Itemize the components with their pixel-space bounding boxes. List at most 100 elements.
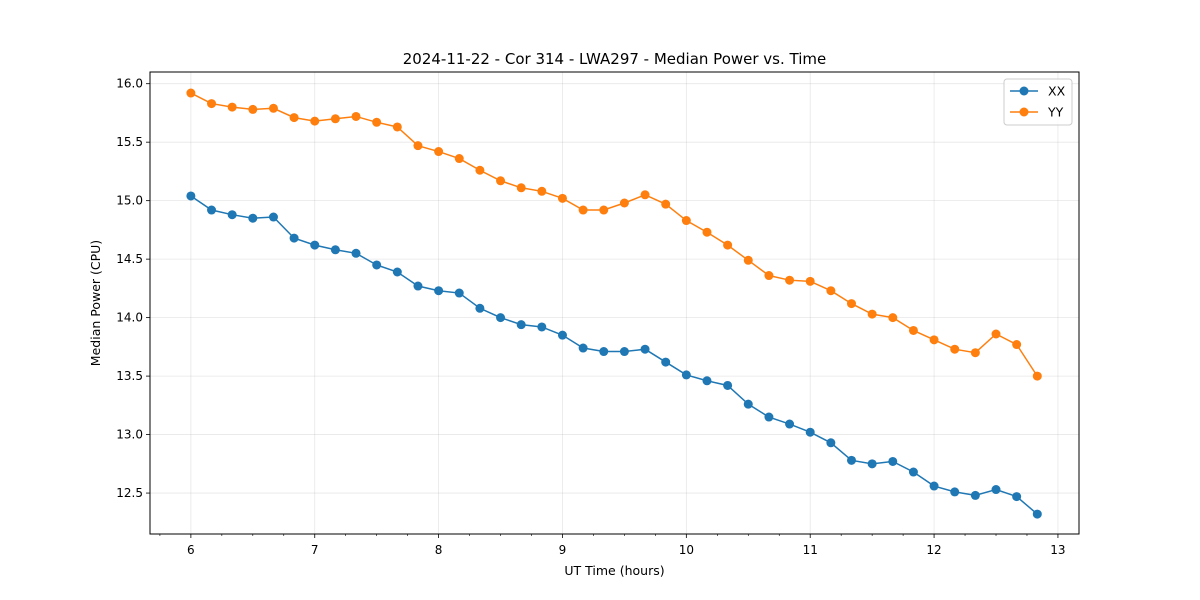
data-point-xx — [743, 399, 753, 409]
data-point-yy — [392, 122, 402, 132]
x-axis-label: UT Time (hours) — [564, 563, 664, 578]
data-point-yy — [475, 165, 485, 175]
data-point-xx — [723, 380, 733, 390]
x-tick-label: 8 — [435, 543, 443, 557]
data-point-yy — [929, 335, 939, 345]
data-point-yy — [764, 271, 774, 281]
y-tick-label: 15.0 — [116, 194, 143, 208]
data-point-xx — [413, 281, 423, 291]
data-point-yy — [310, 116, 320, 126]
data-point-xx — [970, 490, 980, 500]
data-point-xx — [1012, 492, 1022, 502]
data-point-yy — [619, 198, 629, 208]
data-point-yy — [681, 216, 691, 226]
y-tick-label: 13.5 — [116, 369, 143, 383]
data-point-xx — [991, 485, 1001, 495]
legend-marker-yy — [1019, 107, 1029, 117]
y-tick-label: 16.0 — [116, 77, 143, 91]
data-point-yy — [702, 227, 712, 237]
data-point-xx — [619, 347, 629, 357]
data-point-yy — [805, 276, 815, 286]
legend-marker-xx — [1019, 86, 1029, 96]
data-point-xx — [826, 438, 836, 448]
data-point-xx — [289, 233, 299, 243]
data-point-yy — [537, 186, 547, 196]
data-point-yy — [1012, 340, 1022, 350]
data-point-xx — [227, 210, 237, 220]
y-tick-label: 12.5 — [116, 486, 143, 500]
data-point-xx — [392, 267, 402, 277]
data-point-yy — [330, 114, 340, 124]
data-point-xx — [888, 456, 898, 466]
y-tick-label: 14.5 — [116, 252, 143, 266]
data-point-xx — [310, 240, 320, 250]
data-point-xx — [846, 455, 856, 465]
data-point-yy — [661, 199, 671, 209]
data-point-xx — [351, 248, 361, 258]
chart-title: 2024-11-22 - Cor 314 - LWA297 - Median P… — [403, 50, 827, 68]
data-point-yy — [351, 111, 361, 121]
data-point-xx — [661, 357, 671, 367]
data-point-xx — [454, 288, 464, 298]
data-point-yy — [908, 325, 918, 335]
data-point-yy — [578, 205, 588, 215]
data-point-yy — [846, 299, 856, 309]
data-point-xx — [372, 260, 382, 270]
data-point-xx — [516, 320, 526, 330]
data-point-xx — [908, 467, 918, 477]
data-point-yy — [599, 205, 609, 215]
data-point-yy — [785, 275, 795, 285]
data-point-xx — [248, 213, 258, 223]
data-point-yy — [496, 176, 506, 186]
data-point-yy — [413, 141, 423, 151]
data-point-xx — [929, 481, 939, 491]
data-point-yy — [207, 99, 217, 109]
data-point-xx — [1032, 509, 1042, 519]
data-point-yy — [454, 154, 464, 164]
data-point-xx — [537, 322, 547, 332]
y-axis-ticks: 12.5 13.0 13.5 14.0 14.5 15.0 15.5 16.0 — [116, 77, 150, 500]
data-point-xx — [785, 419, 795, 429]
data-point-xx — [867, 459, 877, 469]
data-point-xx — [681, 370, 691, 380]
x-axis-ticks: 6 7 8 9 10 11 12 13 — [159, 534, 1066, 557]
data-point-yy — [516, 183, 526, 193]
data-point-xx — [207, 205, 217, 215]
x-tick-label: 6 — [187, 543, 195, 557]
legend-label-xx: XX — [1048, 84, 1066, 99]
data-point-xx — [805, 427, 815, 437]
y-tick-label: 13.0 — [116, 428, 143, 442]
data-point-xx — [330, 245, 340, 255]
data-point-yy — [557, 193, 567, 203]
legend: XX YY — [1003, 78, 1073, 126]
data-point-xx — [496, 313, 506, 323]
data-point-yy — [888, 313, 898, 323]
data-point-yy — [991, 329, 1001, 339]
data-point-yy — [826, 286, 836, 296]
data-point-yy — [1032, 371, 1042, 381]
plot-frame — [149, 71, 1080, 535]
data-point-yy — [268, 103, 278, 113]
data-point-yy — [743, 255, 753, 265]
y-tick-label: 14.0 — [116, 311, 143, 325]
y-axis-label: Median Power (CPU) — [88, 240, 103, 366]
x-tick-label: 9 — [559, 543, 567, 557]
data-point-yy — [867, 309, 877, 319]
x-tick-label: 10 — [679, 543, 694, 557]
x-tick-label: 11 — [803, 543, 818, 557]
data-point-yy — [434, 147, 444, 157]
series-layer — [186, 88, 1042, 519]
data-point-xx — [950, 487, 960, 497]
data-point-yy — [950, 344, 960, 354]
data-point-yy — [723, 240, 733, 250]
y-tick-label: 15.5 — [116, 135, 143, 149]
x-tick-label: 12 — [926, 543, 941, 557]
data-point-yy — [289, 113, 299, 123]
data-point-yy — [186, 88, 196, 98]
data-point-yy — [640, 190, 650, 200]
data-point-yy — [248, 104, 258, 114]
data-point-xx — [557, 330, 567, 340]
x-tick-label: 7 — [311, 543, 319, 557]
